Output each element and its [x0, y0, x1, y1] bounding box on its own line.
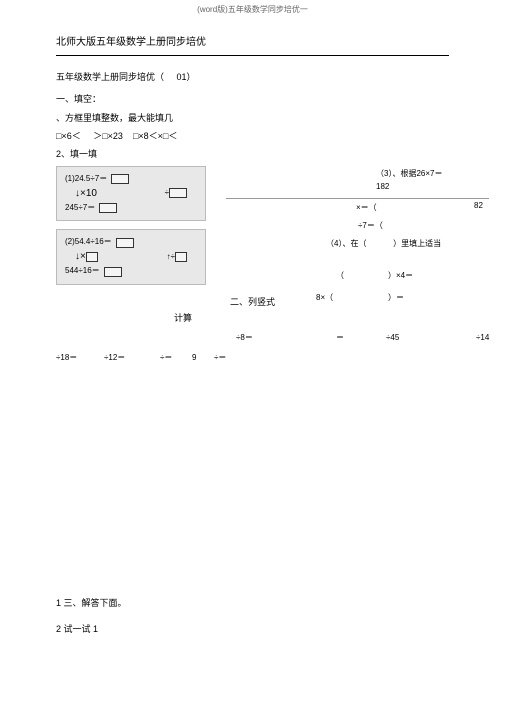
separator-line [226, 198, 489, 199]
8x: 8×（ [316, 292, 333, 305]
expr-b: ＞□×23 [93, 131, 123, 141]
value-82: 82 [474, 200, 483, 213]
expr-c: □×8＜×□＜ [133, 131, 177, 141]
equation-row-2: ÷18＝ ÷12＝ ÷＝ 9 ÷＝ [56, 352, 449, 366]
answer-box [175, 252, 187, 262]
worksheet-subtitle: 五年级数学上册同步培优（ 01） [56, 70, 449, 84]
section-3-heading: 1 三、解答下面。 [56, 596, 449, 610]
problem-3-text: （3）、根据26×7＝182 [376, 168, 449, 194]
flow2-line1: (2)54.4÷16＝ [65, 236, 112, 249]
bottom-section: 1 三、解答下面。 2 试一试 1 [56, 596, 449, 637]
nine: 9 [192, 352, 196, 365]
d8: ÷8＝ [236, 332, 253, 345]
problem-1-text: 、方框里填整数，最大能填几 [56, 111, 449, 125]
flow2-div: ↑÷ [167, 251, 187, 264]
bracket: （ [336, 270, 344, 283]
subtitle-num: 01） [177, 72, 196, 82]
answer-box [116, 238, 134, 248]
x-eq: ×＝（ [356, 202, 377, 215]
problem-1-expr: □×6＜ ＞□×23 □×8＜×□＜ [56, 129, 449, 143]
deq2: ÷＝ [214, 352, 226, 365]
equation-row-1: ÷8＝ ＝ ÷45 ÷14 [56, 332, 449, 346]
d45: ÷45 [386, 332, 399, 345]
content-area: 五年级数学上册同步培优（ 01） 一、填空： 、方框里填整数，最大能填几 □×6… [56, 70, 449, 637]
answer-box [104, 267, 122, 277]
subtitle-text: 五年级数学上册同步培优（ [56, 72, 164, 82]
document-title: 北师大版五年级数学上册同步培优 [56, 35, 505, 51]
flow2-line3: 544÷16＝ [65, 265, 100, 278]
try-it: 2 试一试 1 [56, 622, 449, 636]
d12: ÷12＝ [104, 352, 125, 365]
d18: ÷18＝ [56, 352, 77, 365]
flow1-line3: 245÷7＝ [65, 202, 95, 215]
eq-close: ）＝ [388, 292, 404, 305]
arrow-down-icon: ↓× [75, 249, 98, 265]
expr-a: □×6＜ [56, 131, 81, 141]
title-underline [56, 55, 449, 56]
d14: ÷14 [476, 332, 489, 345]
problem-4-text: （4）、在（ ）里填上适当 [326, 238, 441, 251]
deq: ÷＝ [160, 352, 172, 365]
eqsign: ＝ [336, 332, 344, 345]
answer-box [169, 188, 187, 198]
x4-eq: ）×4＝ [388, 270, 413, 283]
page-header: (word版)五年级数学同步培优一 [0, 0, 505, 17]
div7-eq: ÷7＝（ [358, 220, 383, 233]
flow1-line1: (1)24.5÷7＝ [65, 173, 107, 186]
flow-diagram-1: (1)24.5÷7＝ ↓×10 ÷ 245÷7＝ [56, 166, 206, 222]
arrow-down-icon: ↓×10 [75, 186, 97, 202]
answer-box [111, 174, 129, 184]
problem-2-heading: 2、填一填 [56, 147, 449, 161]
flow1-div: ÷ [165, 187, 187, 200]
section-1-heading: 一、填空： [56, 92, 449, 106]
calc-label: 计算 [174, 311, 449, 325]
flow-diagram-2: (2)54.4÷16＝ ↓× ↑÷ 544÷16＝ [56, 229, 206, 285]
answer-box [99, 203, 117, 213]
answer-box [86, 252, 98, 262]
